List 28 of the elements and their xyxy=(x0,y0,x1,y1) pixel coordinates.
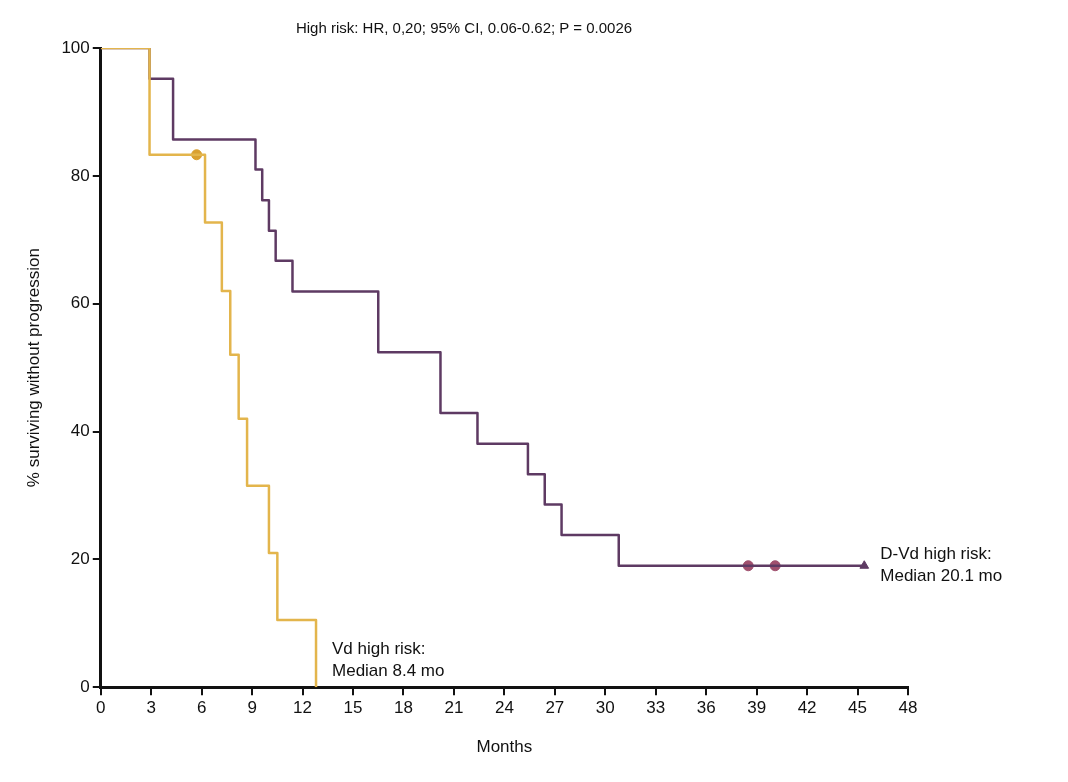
y-tick-label: 60 xyxy=(70,293,90,313)
x-tick-label: 15 xyxy=(343,698,363,718)
x-tick-label: 45 xyxy=(848,698,868,718)
x-tick-label: 42 xyxy=(797,698,817,718)
x-tick-label: 30 xyxy=(595,698,615,718)
y-tick-label: 20 xyxy=(70,549,90,569)
x-tick-label: 21 xyxy=(444,698,464,718)
x-tick-label: 6 xyxy=(196,698,207,718)
x-tick-label: 0 xyxy=(96,698,106,718)
annotation: Vd high risk: Median 8.4 mo xyxy=(332,638,445,680)
x-tick-label: 48 xyxy=(898,698,918,718)
x-tick-label: 33 xyxy=(646,698,666,718)
y-tick-label: 0 xyxy=(80,676,90,696)
y-tick-label: 100 xyxy=(61,37,90,57)
x-tick-label: 3 xyxy=(146,698,156,718)
x-tick-label: 39 xyxy=(747,698,767,718)
x-tick-label: 9 xyxy=(247,698,257,718)
x-tick-label: 36 xyxy=(696,698,716,718)
x-tick-label: 18 xyxy=(394,698,413,718)
x-tick-label: 12 xyxy=(293,698,313,718)
x-axis-title: Months xyxy=(476,737,533,757)
y-tick-label: 80 xyxy=(70,165,90,185)
y-axis-title: % surviving without progression xyxy=(23,248,43,488)
y-tick-label: 40 xyxy=(70,421,90,441)
chart-title: High risk: HR, 0,20; 95% CI, 0.06-0.62; P = 0.0026 xyxy=(295,19,633,37)
x-tick-label: 27 xyxy=(545,698,565,718)
x-tick-label: 24 xyxy=(494,698,514,718)
annotation: D-Vd high risk: Median 20.1 mo xyxy=(880,544,1003,586)
